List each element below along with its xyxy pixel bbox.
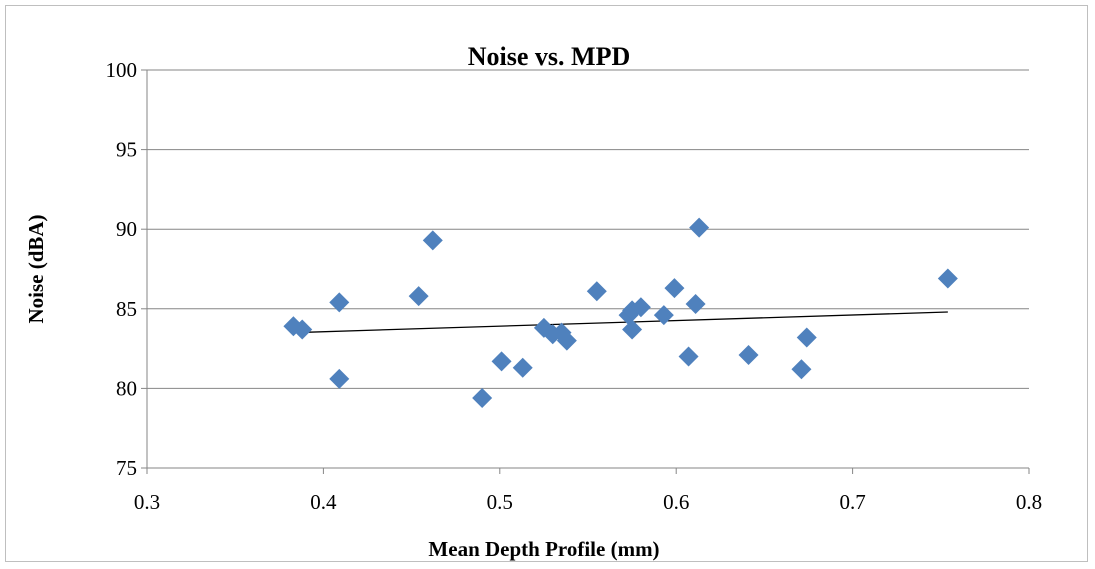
data-point (622, 319, 643, 340)
x-tick-label: 0.4 (310, 490, 337, 514)
data-point (586, 281, 607, 302)
tick-labels: 75 80 85 90 95 100 0.3 0.4 0.5 0.6 0.7 0.8 (106, 58, 1043, 514)
x-tick-label: 0.8 (1016, 490, 1042, 514)
data-point (329, 292, 350, 313)
data-point (491, 351, 512, 372)
data-point (422, 230, 443, 251)
data-point (796, 327, 817, 348)
y-tick-label: 100 (106, 58, 138, 82)
x-axis-title: Mean Depth Profile (mm) (428, 537, 659, 561)
data-point (292, 319, 313, 340)
y-axis-title: Noise (dBA) (24, 214, 48, 323)
data-point (738, 344, 759, 365)
data-point (937, 268, 958, 289)
x-tick-label: 0.6 (663, 490, 689, 514)
chart-title: Noise vs. MPD (468, 42, 630, 71)
x-tick-label: 0.7 (839, 490, 865, 514)
y-tick-label: 90 (116, 217, 137, 241)
y-tick-label: 85 (116, 297, 137, 321)
data-point (630, 297, 651, 318)
data-point (408, 286, 429, 307)
gridlines (147, 69, 1029, 389)
axes (141, 69, 1030, 474)
data-points (283, 217, 958, 408)
trendline-layer (293, 311, 948, 334)
scatter-chart: 75 80 85 90 95 100 0.3 0.4 0.5 0.6 0.7 0.8 Noise vs… (24, 42, 1043, 561)
data-point (472, 387, 493, 408)
data-point (653, 305, 674, 326)
x-tick-label: 0.3 (134, 490, 160, 514)
data-point (329, 368, 350, 389)
y-tick-label: 80 (116, 376, 137, 400)
data-point (791, 359, 812, 380)
data-point (685, 294, 706, 315)
chart-frame: 75 80 85 90 95 100 0.3 0.4 0.5 0.6 0.7 0.8 Noise vs… (5, 5, 1088, 562)
y-tick-label: 75 (116, 456, 137, 480)
data-point (664, 278, 685, 299)
x-tick-label: 0.5 (487, 490, 513, 514)
trendline (293, 311, 948, 334)
data-point (689, 217, 710, 238)
data-point (512, 357, 533, 378)
data-point (678, 346, 699, 367)
data-point (556, 330, 577, 351)
y-tick-label: 95 (116, 138, 137, 162)
